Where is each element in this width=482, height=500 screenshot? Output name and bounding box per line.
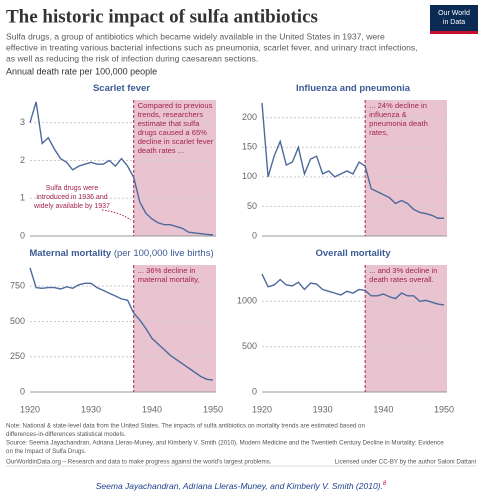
caption-ref: 8 — [383, 481, 387, 487]
highlight-region — [365, 100, 447, 236]
panel-title: Maternal mortality (per 100,000 live bir… — [29, 248, 213, 259]
side-note-line: introduced in 1936 and — [36, 194, 107, 201]
y-tick-label: 500 — [242, 341, 257, 351]
y-tick-label: 1000 — [237, 296, 257, 306]
note: on the Impact of Sulfa Drugs. — [6, 448, 86, 455]
y-tick-label: 200 — [242, 112, 257, 122]
annotation-line: ... and 3% decline in — [369, 266, 437, 275]
panel-title-main: Scarlet fever — [93, 83, 150, 94]
annotation-line: estimate that sulfa — [138, 119, 200, 128]
annotation: ... 36% decline in maternal mortality, — [138, 266, 200, 284]
subtitle: as well as reducing the risk of infectio… — [6, 53, 258, 63]
annotation-line: Compared to previous — [138, 101, 213, 110]
y-tick-label: 1 — [20, 193, 25, 203]
data-line — [261, 273, 445, 306]
annotation-line: decline in scarlet fever — [138, 137, 214, 146]
caption-text: Seema Jayachandran, Adriana Lleras-Muney… — [96, 481, 383, 491]
panel-title-main: Overall mortality — [316, 248, 392, 259]
page-title: The historic impact of sulfa antibiotics — [6, 6, 318, 27]
highlight-region — [365, 265, 447, 392]
footer-left: OurWorldinData.org – Research and data t… — [6, 459, 272, 466]
annotation-line: trends, researchers — [138, 110, 204, 119]
x-tick-label: 1940 — [373, 404, 393, 414]
x-tick-label: 1930 — [313, 404, 333, 414]
annotation-line: influenza & — [369, 110, 407, 119]
x-tick-label: 1930 — [81, 404, 101, 414]
logo-stripe — [430, 31, 478, 34]
data-line — [29, 267, 214, 381]
subtitle: Sulfa drugs, a group of antibiotics whic… — [6, 31, 385, 41]
y-tick-label: 150 — [242, 142, 257, 152]
logo-box — [430, 5, 478, 34]
logo-text: Our World — [438, 10, 470, 17]
unit-label: Annual death rate per 100,000 people — [6, 66, 157, 76]
footer-right: Licensed under CC-BY by the author Salon… — [335, 459, 476, 466]
x-tick-label: 1920 — [20, 404, 40, 414]
x-tick-label: 1950 — [203, 404, 223, 414]
x-tick-label: 1950 — [434, 404, 454, 414]
annotation-line: maternal mortality, — [138, 275, 200, 284]
annotation-line: death rates overall. — [369, 275, 434, 284]
data-line — [29, 101, 214, 236]
annotation-line: drugs caused a 65% — [138, 128, 207, 137]
panel-title: Overall mortality — [316, 248, 392, 259]
y-tick-label: 250 — [10, 351, 25, 361]
panel-title: Scarlet fever — [93, 83, 150, 94]
annotation: ... 24% decline in influenza & pneumonia d… — [369, 101, 428, 137]
annotation-line: death rates ... — [138, 146, 184, 155]
side-note-line: widely available by 1937 — [33, 203, 110, 210]
panel-title-main: Maternal mortality — [29, 248, 112, 259]
y-tick-label: 0 — [20, 386, 25, 396]
panel-title-main: Influenza and pneumonia — [296, 83, 411, 94]
panel-title: Influenza and pneumonia — [296, 83, 411, 94]
y-tick-label: 0 — [252, 386, 257, 396]
side-note: Sulfa drugs were introduced in 1936 and wi… — [33, 185, 110, 210]
y-tick-label: 0 — [20, 230, 25, 240]
x-tick-label: 1940 — [142, 404, 162, 414]
y-tick-label: 2 — [20, 155, 25, 165]
x-tick-label: 1920 — [252, 404, 272, 414]
annotation-line: rates, — [369, 128, 388, 137]
annotation: ... and 3% decline in death rates overall… — [369, 266, 437, 284]
y-tick-label: 0 — [252, 230, 257, 240]
side-note-arrow — [101, 209, 131, 221]
data-line — [261, 102, 444, 219]
y-tick-label: 750 — [10, 281, 25, 291]
note: Source: Seema Jayachandran, Adriana Ller… — [6, 440, 444, 447]
annotation-line: ... 36% decline in — [138, 266, 196, 275]
caption: Seema Jayachandran, Adriana Lleras-Muney… — [96, 481, 387, 492]
side-note-line: Sulfa drugs were — [46, 185, 99, 192]
annotation-line: ... 24% decline in — [369, 101, 427, 110]
y-tick-label: 100 — [242, 171, 257, 181]
y-tick-label: 50 — [247, 201, 257, 211]
note: Note: National & state-level data from t… — [6, 423, 366, 430]
annotation-line: pneumonia death — [369, 119, 428, 128]
subtitle: effective in treating various bacterial … — [6, 42, 418, 52]
y-tick-label: 3 — [20, 117, 25, 127]
y-tick-label: 500 — [10, 316, 25, 326]
logo-text: in Data — [443, 19, 465, 26]
annotation: Compared to previous trends, researchers e… — [138, 101, 214, 155]
panel-title-note: (per 100,000 live births) — [114, 248, 214, 259]
note: differences-in-differences statistical m… — [6, 431, 126, 438]
